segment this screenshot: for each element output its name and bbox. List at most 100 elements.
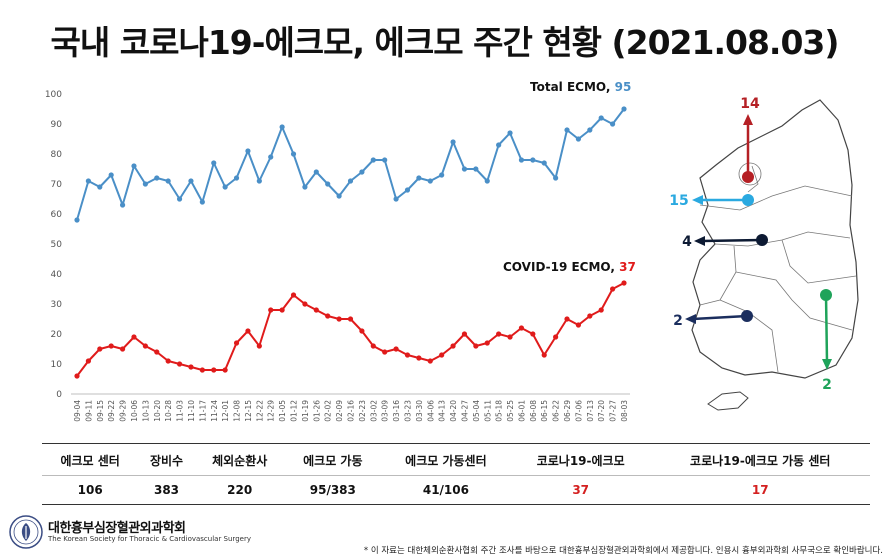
x-tick-label: 04-27 — [460, 400, 469, 422]
series-1-point — [347, 316, 354, 322]
series-1-point — [290, 292, 297, 298]
series-1-point — [507, 334, 513, 340]
x-tick-label: 09-15 — [96, 400, 105, 422]
page-title: 국내 코로나19-에크모, 에크모 주간 현황 (2021.08.03) — [50, 23, 840, 62]
stats-value-ecmo-running: 95/383 — [309, 483, 356, 497]
y-tick-label: 20 — [51, 330, 63, 340]
series-0-point — [154, 175, 160, 181]
y-tick-label: 60 — [51, 210, 63, 220]
ecmo-stats-table: 에크모 센터 장비수 체외순환사 에크모 가동 에크모 가동센터 코로나19-에… — [42, 443, 870, 505]
x-tick-label: 03-02 — [369, 400, 378, 422]
series-0-point — [290, 151, 297, 157]
region-boundaries — [699, 165, 857, 373]
korea-region-map: 14 15 4 2 2 — [669, 96, 859, 411]
series-0-point — [575, 136, 582, 142]
series-1-point — [461, 331, 468, 337]
marker-gyeongsang-arrow — [824, 294, 829, 363]
y-tick-label: 0 — [56, 390, 62, 400]
marker-gyeonggi-arrowhead — [692, 195, 703, 205]
series-0-point — [484, 178, 490, 184]
x-tick-label: 05-04 — [472, 400, 481, 422]
x-tick-label: 03-09 — [381, 400, 390, 422]
series-1-point — [256, 343, 262, 349]
series-0-point — [507, 130, 513, 136]
series-line-0 — [76, 108, 625, 221]
y-tick-label: 30 — [51, 300, 63, 310]
x-tick-label: 12-15 — [244, 400, 253, 422]
series-1-point — [222, 367, 228, 373]
series-0-point — [222, 184, 228, 190]
x-tick-label: 07-06 — [574, 400, 583, 422]
x-tick-label: 03-16 — [392, 400, 401, 422]
series-1-point — [553, 334, 559, 340]
stats-value-perfusionists: 220 — [227, 483, 253, 497]
series-0-point — [541, 160, 547, 166]
series-0-point — [473, 166, 479, 172]
series-1-point — [496, 331, 502, 337]
y-tick-label: 40 — [51, 270, 63, 280]
series-1-point — [575, 322, 582, 328]
x-tick-label: 12-08 — [233, 400, 242, 422]
x-tick-label: 12-01 — [221, 400, 230, 422]
stats-header-covid-ecmo: 코로나19-에크모 — [510, 444, 651, 476]
marker-chungcheong-dot — [756, 234, 768, 246]
x-tick-label: 06-08 — [529, 400, 538, 422]
series-1-point — [188, 364, 194, 370]
series-0-point — [119, 202, 126, 208]
stats-value-devices: 383 — [153, 483, 180, 497]
series-1-point — [370, 343, 376, 349]
series-1-point — [142, 343, 148, 349]
marker-seoul-value: 14 — [740, 96, 760, 112]
series-0-point — [302, 184, 308, 190]
series-0-point — [279, 124, 285, 130]
series-0-point — [325, 181, 331, 187]
series-1-point — [416, 355, 422, 361]
series-0-point — [165, 178, 171, 184]
series-line-1 — [76, 282, 625, 377]
series-1-point — [245, 328, 251, 334]
series-0-point — [313, 169, 319, 175]
stats-header-ecmo-running: 에크모 가동 — [284, 444, 381, 476]
series-1-point — [541, 352, 547, 358]
series-0-point — [245, 148, 251, 154]
total-ecmo-name: Total ECMO — [530, 80, 606, 94]
series-0-point — [336, 193, 342, 199]
x-tick-label: 07-20 — [597, 400, 606, 422]
series-1-point — [450, 343, 456, 349]
series-1-point — [302, 301, 308, 307]
series-1-point — [211, 367, 217, 373]
stats-header-devices: 장비수 — [138, 444, 195, 476]
y-tick-label: 100 — [45, 90, 62, 100]
series-1-point — [313, 307, 319, 313]
covid-ecmo-name: COVID-19 ECMO — [503, 260, 611, 274]
y-tick-label: 90 — [51, 120, 63, 130]
x-tick-label: 10-20 — [153, 400, 162, 422]
x-tick-label: 02-09 — [335, 400, 344, 422]
stats-value-row: 106 383 220 95/383 41/106 37 17 — [42, 476, 870, 505]
series-1-point — [530, 331, 536, 337]
marker-gyeongsang-dot — [820, 289, 832, 301]
x-tick-label: 06-29 — [563, 400, 572, 422]
series-0-point — [404, 187, 411, 193]
marker-gyeonggi-value: 15 — [669, 193, 688, 209]
org-name-korean: 대한흉부심장혈관외과학회 — [48, 521, 186, 536]
series-0-point — [131, 163, 137, 169]
x-tick-label: 11-03 — [176, 400, 185, 422]
series-0-point — [199, 199, 205, 205]
series-1-point — [382, 349, 388, 355]
series-0-point — [97, 184, 103, 190]
korea-outline — [691, 99, 859, 379]
x-tick-label: 02-23 — [358, 400, 367, 422]
x-tick-label: 10-06 — [130, 400, 139, 422]
series-0-point — [108, 172, 114, 178]
series-0-point — [176, 196, 183, 202]
x-tick-label: 04-06 — [426, 400, 435, 422]
x-tick-label: 06-01 — [517, 400, 526, 422]
x-tick-label: 08-03 — [620, 400, 629, 422]
x-tick-label: 04-13 — [438, 400, 447, 422]
series-1-point — [359, 328, 365, 334]
x-tick-label: 05-11 — [483, 400, 492, 422]
x-tick-label: 01-05 — [278, 400, 287, 422]
y-tick-label: 80 — [51, 150, 63, 160]
